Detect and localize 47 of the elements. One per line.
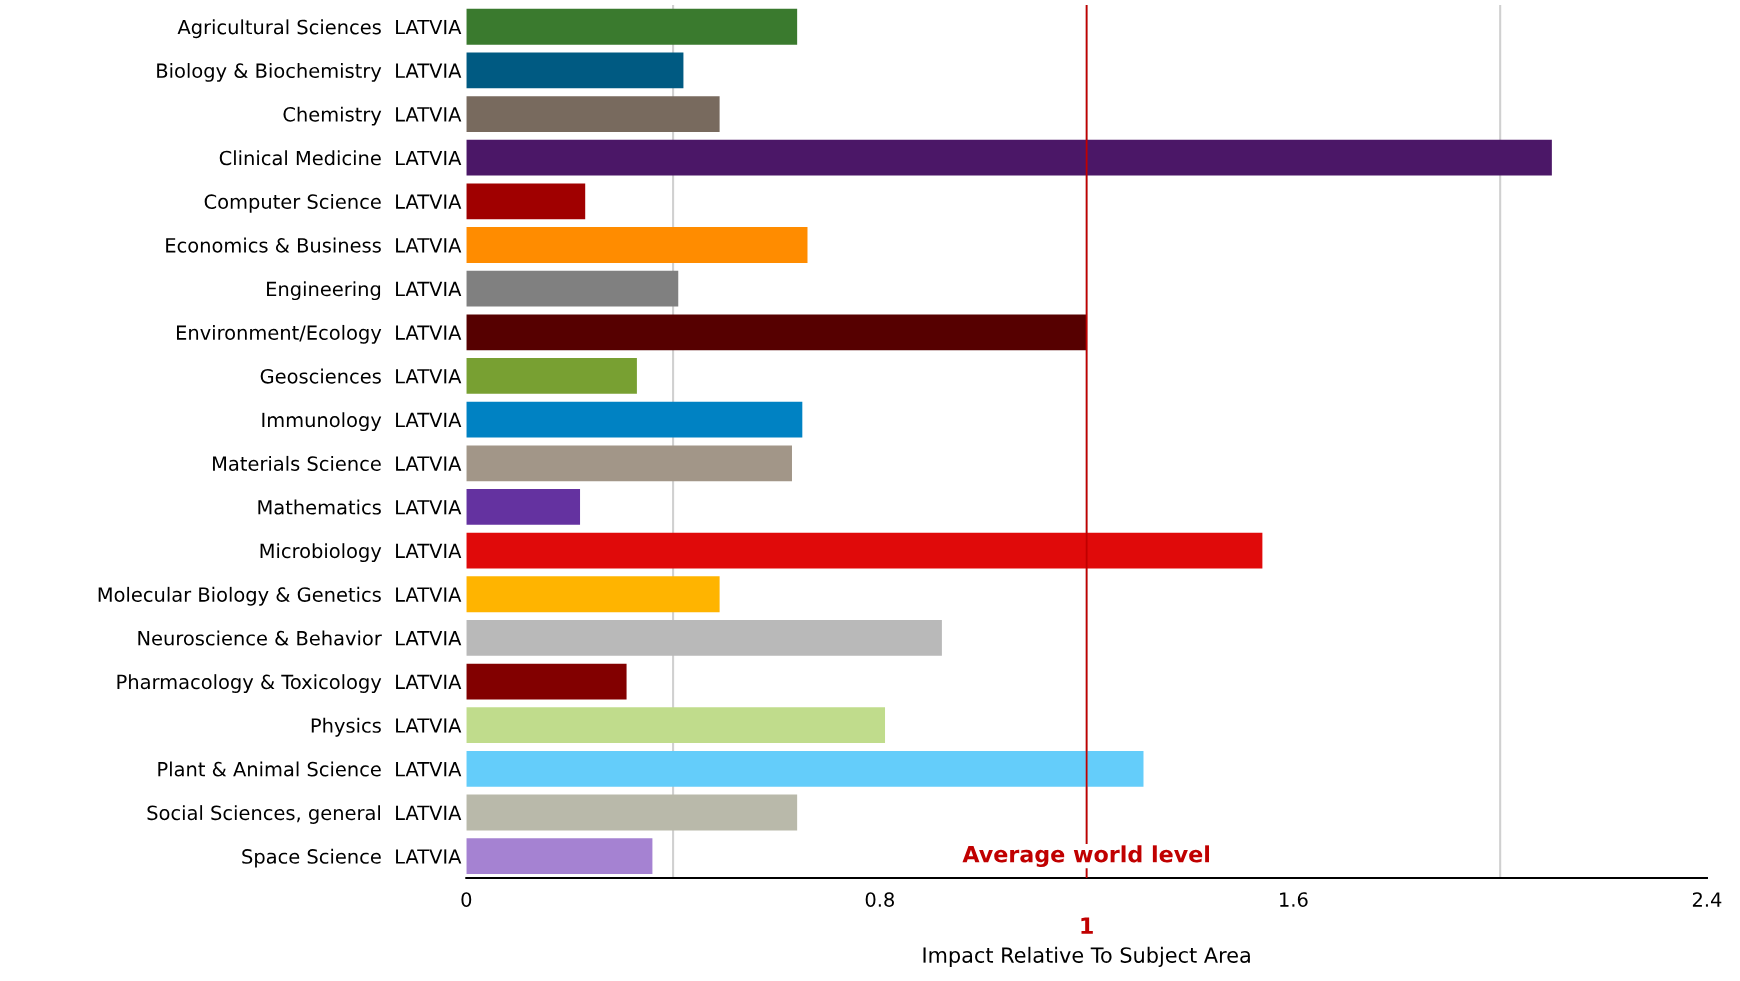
y-tick-label: Mathematics LATVIA <box>258 499 462 515</box>
bar <box>466 489 581 525</box>
bar <box>466 96 720 132</box>
y-tick-label: Molecular Biology & Genetics LATVIA <box>98 586 462 606</box>
bar <box>466 270 679 307</box>
x-axis-title: Impact Relative To Subject Area <box>923 946 1250 967</box>
y-tick-label: Engineering LATVIA <box>267 281 462 301</box>
y-tick-label: Agricultural Sciences LATVIA <box>177 19 462 39</box>
bar <box>466 707 886 744</box>
x-tick-label: 1.6 <box>1280 892 1308 907</box>
bar <box>466 401 803 438</box>
bar <box>466 445 792 482</box>
bar <box>466 663 627 700</box>
y-tick-label: Biology & Biochemistry LATVIA <box>157 63 462 82</box>
bar <box>466 183 586 220</box>
y-tick-label: Social Sciences, general LATVIA <box>147 805 462 824</box>
y-tick-label: Space Science LATVIA <box>242 848 462 868</box>
bar <box>466 52 684 89</box>
ref-line-label: Average world level <box>962 845 1210 868</box>
y-tick-label: Immunology LATVIA <box>262 412 462 432</box>
bar <box>466 750 1144 787</box>
bar <box>466 620 942 656</box>
x-tick-label: 0 <box>461 892 472 907</box>
y-tick-label: Pharmacology & Toxicology LATVIA <box>117 674 462 693</box>
bar <box>466 794 798 831</box>
y-tick-label: Materials Science LATVIA <box>213 455 462 471</box>
bar <box>466 139 1552 176</box>
y-tick-label: Environment/Ecology LATVIA <box>177 324 462 344</box>
bar <box>466 227 808 263</box>
bar <box>466 532 1263 569</box>
y-tick-label: Clinical Medicine LATVIA <box>219 150 462 166</box>
y-tick-label: Physics LATVIA <box>311 717 462 737</box>
bar <box>466 314 1087 351</box>
y-tick-label: Neuroscience & Behavior LATVIA <box>138 630 462 646</box>
x-tick-label: 0.8 <box>865 892 894 907</box>
y-tick-label: Computer Science LATVIA <box>204 193 462 213</box>
bar <box>466 576 720 613</box>
text: 1 <box>1081 917 1093 934</box>
y-tick-label: Microbiology LATVIA <box>260 543 462 563</box>
y-tick-label: Chemistry LATVIA <box>283 106 462 126</box>
bar <box>466 838 653 875</box>
bar <box>466 8 798 45</box>
y-tick-label: Economics & Business LATVIA <box>166 237 462 253</box>
y-tick-label: Plant & Animal Science LATVIA <box>158 761 462 777</box>
x-tick-label: 2.4 <box>1692 892 1722 907</box>
y-tick-label: Geosciences LATVIA <box>260 368 462 384</box>
bar <box>466 358 637 394</box>
